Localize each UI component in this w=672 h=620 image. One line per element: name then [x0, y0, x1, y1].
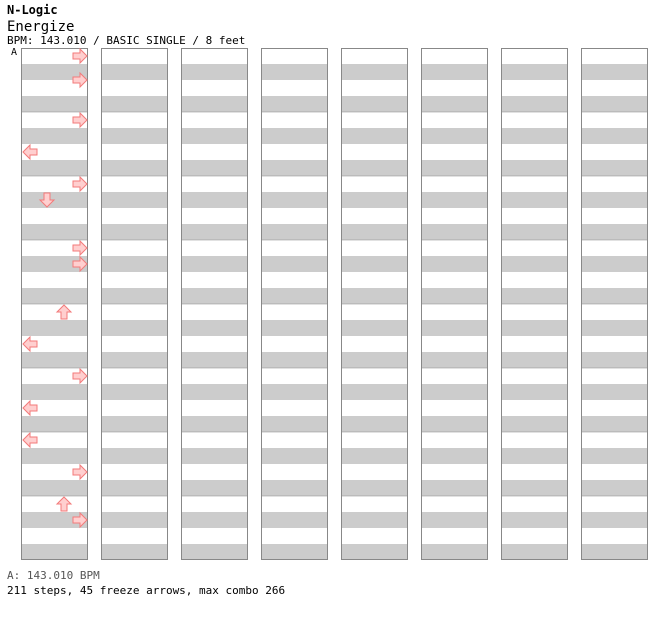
chart-column: [101, 48, 168, 560]
chart-column: [501, 48, 568, 560]
bpm-summary: A: 143.010 BPM: [7, 569, 100, 582]
chart-meta: BPM: 143.010 / BASIC SINGLE / 8 feet: [7, 34, 246, 47]
chart-column: [21, 48, 88, 560]
song-artist: N-Logic: [7, 3, 58, 17]
chart-column: [421, 48, 488, 560]
bpm-marker: A: [11, 47, 18, 58]
chart-column: [261, 48, 328, 560]
step-chart: [21, 48, 648, 560]
chart-column: [341, 48, 408, 560]
step-stats: 211 steps, 45 freeze arrows, max combo 2…: [7, 584, 286, 597]
song-title: Energize: [7, 19, 75, 35]
chart-column: [581, 48, 648, 560]
chart-column: [181, 48, 248, 560]
